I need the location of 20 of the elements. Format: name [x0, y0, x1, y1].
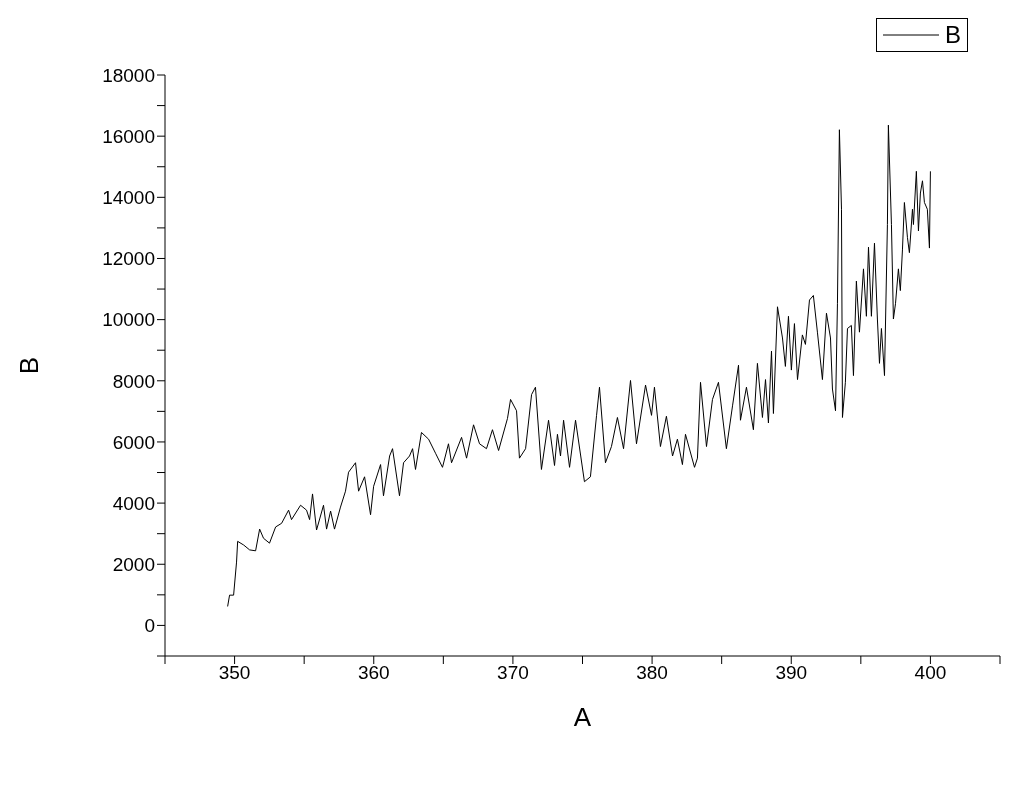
y-tick-label: 14000 [102, 187, 155, 209]
x-tick-label: 400 [914, 662, 947, 684]
y-tick-label: 6000 [112, 431, 155, 453]
x-tick-label: 390 [775, 662, 808, 684]
y-tick-label: 4000 [112, 492, 155, 514]
x-axis-title: A [573, 702, 592, 732]
x-tick-label: 350 [218, 662, 251, 684]
x-tick-label: 360 [357, 662, 390, 684]
y-tick-label: 0 [144, 615, 155, 637]
line-series [227, 124, 931, 607]
y-tick-label: 2000 [112, 554, 155, 576]
x-tick-label: 370 [497, 662, 529, 684]
y-tick-label: 18000 [102, 64, 155, 86]
legend-label: B [944, 21, 961, 49]
y-tick-label: 16000 [102, 125, 155, 147]
y-tick-label: 10000 [102, 309, 155, 331]
y-axis-title: B [14, 356, 45, 375]
y-tick-label: 12000 [102, 248, 155, 270]
x-tick-label: 380 [636, 662, 668, 684]
y-tick-label: 8000 [112, 370, 155, 392]
